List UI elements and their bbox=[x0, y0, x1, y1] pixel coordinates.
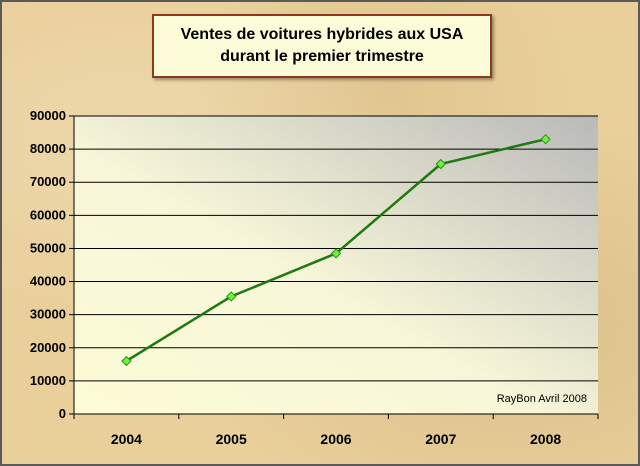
chart-annotation: RayBon Avril 2008 bbox=[497, 393, 587, 405]
plot-area bbox=[74, 116, 598, 414]
y-tick-label: 90000 bbox=[30, 108, 66, 123]
x-tick-label: 2004 bbox=[111, 431, 142, 447]
chart-subtitle: durant le premier trimestre bbox=[220, 48, 424, 65]
y-tick-label: 20000 bbox=[30, 340, 66, 355]
data-point-marker bbox=[540, 133, 551, 145]
y-tick-label: 50000 bbox=[30, 240, 66, 255]
chart-title: Ventes de voitures hybrides aux USA bbox=[180, 26, 464, 43]
y-tick-label: 80000 bbox=[30, 141, 66, 156]
data-point-marker bbox=[330, 248, 342, 259]
y-tick-label: 70000 bbox=[30, 174, 66, 189]
data-point-marker bbox=[435, 158, 447, 170]
y-tick-label: 0 bbox=[59, 406, 66, 421]
y-tick-label: 60000 bbox=[30, 207, 66, 222]
data-point-marker bbox=[121, 355, 132, 367]
data-point-marker bbox=[225, 291, 237, 302]
chart-title-box: Ventes de voitures hybrides aux USA dura… bbox=[152, 14, 492, 78]
x-tick-label: 2007 bbox=[425, 431, 456, 447]
y-tick-label: 30000 bbox=[30, 307, 66, 322]
x-tick-label: 2008 bbox=[530, 431, 561, 447]
x-tick-label: 2006 bbox=[320, 431, 351, 447]
x-tick-label: 2005 bbox=[216, 431, 247, 447]
y-tick-label: 40000 bbox=[30, 274, 66, 289]
y-tick-label: 10000 bbox=[30, 373, 66, 388]
